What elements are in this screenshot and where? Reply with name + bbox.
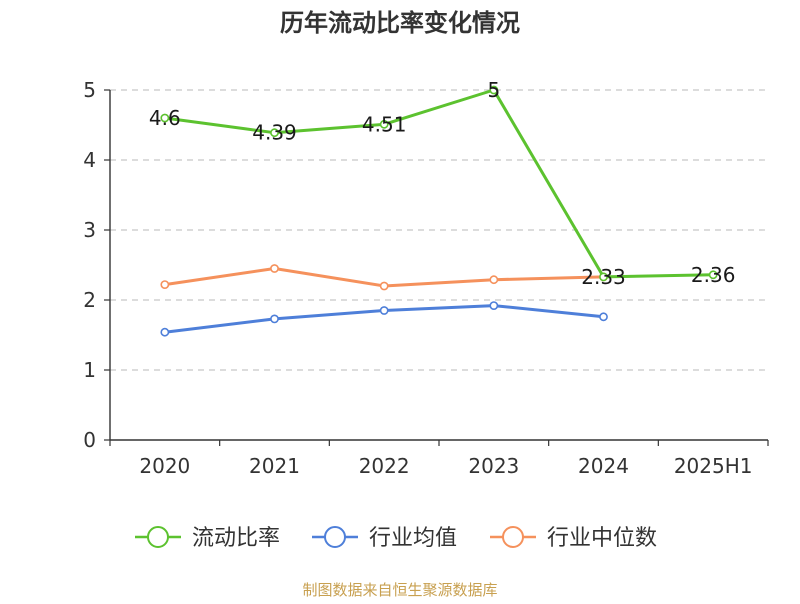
data-point [160, 113, 170, 123]
legend-marker [502, 526, 524, 548]
data-label: 4.6 [149, 106, 181, 130]
x-tick-label: 2022 [359, 454, 410, 478]
source-note: 制图数据来自恒生聚源数据库 [302, 581, 497, 599]
data-point [489, 301, 499, 310]
data-point [379, 306, 389, 315]
data-point [599, 312, 608, 322]
data-point [379, 281, 389, 291]
y-tick-label: 5 [83, 78, 96, 102]
legend-label: 行业中位数 [547, 526, 657, 551]
data-point [379, 119, 389, 129]
x-tick-label: 2021 [249, 454, 300, 478]
data-point [270, 264, 279, 273]
data-point [160, 327, 170, 337]
series-line-0 [164, 88, 714, 279]
legend-marker [147, 526, 169, 548]
data-label: 2.36 [691, 263, 736, 287]
x-tick-label: 2023 [468, 454, 519, 478]
y-tick-label: 3 [83, 218, 96, 242]
series-group [160, 85, 718, 337]
x-tick-label: 2025H1 [674, 454, 753, 478]
legend-label: 流动比率 [192, 526, 280, 551]
data-label: 2.33 [581, 265, 626, 289]
y-tick-label: 4 [83, 148, 96, 172]
data-point [270, 314, 279, 324]
data-point [708, 270, 718, 280]
y-tick-label: 0 [83, 428, 96, 452]
chart-title: 历年流动比率变化情况 [280, 9, 520, 37]
y-tick-label: 2 [83, 288, 96, 312]
y-tick-label: 1 [83, 358, 96, 382]
legend-label: 行业均值 [369, 526, 457, 551]
data-labels: 4.6 4.39 4.51 5 2.33 2.36 [149, 78, 736, 289]
data-point [160, 280, 170, 289]
data-label: 4.51 [362, 112, 407, 136]
data-point [489, 85, 499, 95]
data-point [270, 128, 279, 138]
data-label: 4.39 [252, 121, 297, 145]
data-point [599, 272, 608, 282]
legend: 流动比率 行业均值 行业中位数 [135, 526, 657, 551]
legend-marker [324, 526, 346, 548]
axes: 0 1 2 3 4 5 2020 2021 2022 2023 2024 2025H1 [83, 78, 769, 478]
data-label: 5 [487, 78, 500, 102]
data-point [489, 275, 499, 285]
x-tick-label: 2020 [139, 454, 190, 478]
x-tick-label: 2024 [578, 454, 629, 478]
